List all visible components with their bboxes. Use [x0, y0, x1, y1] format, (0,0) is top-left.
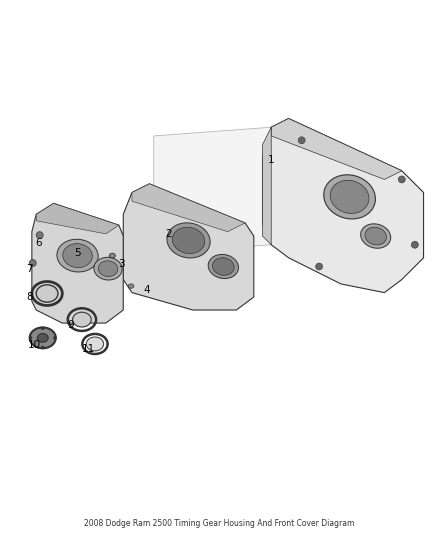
Ellipse shape: [360, 224, 391, 248]
Circle shape: [41, 327, 45, 330]
Circle shape: [29, 260, 36, 266]
Circle shape: [41, 346, 45, 349]
Circle shape: [29, 336, 32, 340]
Text: 5: 5: [74, 248, 81, 259]
Polygon shape: [262, 127, 271, 245]
Circle shape: [36, 232, 43, 239]
Ellipse shape: [365, 227, 386, 245]
Ellipse shape: [36, 285, 58, 302]
Text: 2: 2: [166, 229, 172, 239]
Polygon shape: [271, 118, 402, 180]
Ellipse shape: [86, 337, 104, 351]
Polygon shape: [132, 184, 245, 232]
Ellipse shape: [330, 180, 369, 213]
Ellipse shape: [167, 223, 210, 258]
Text: 4: 4: [144, 286, 151, 295]
Text: 3: 3: [118, 260, 124, 269]
Ellipse shape: [324, 175, 375, 219]
Circle shape: [53, 336, 57, 340]
Text: 6: 6: [35, 238, 42, 247]
Ellipse shape: [30, 327, 56, 349]
Text: 1: 1: [268, 155, 275, 165]
Ellipse shape: [98, 261, 118, 277]
Ellipse shape: [57, 239, 98, 272]
Text: 9: 9: [68, 320, 74, 330]
Ellipse shape: [212, 258, 234, 275]
Ellipse shape: [37, 334, 48, 342]
Ellipse shape: [63, 244, 92, 268]
Text: 7: 7: [26, 264, 33, 273]
Circle shape: [316, 263, 322, 270]
Ellipse shape: [73, 312, 91, 327]
Ellipse shape: [208, 254, 239, 279]
Ellipse shape: [128, 284, 134, 288]
Circle shape: [298, 137, 305, 144]
Ellipse shape: [94, 257, 122, 280]
Text: 2008 Dodge Ram 2500 Timing Gear Housing And Front Cover Diagram: 2008 Dodge Ram 2500 Timing Gear Housing …: [84, 519, 354, 528]
Ellipse shape: [172, 227, 205, 254]
Text: 8: 8: [26, 292, 33, 302]
Polygon shape: [123, 184, 254, 310]
Ellipse shape: [110, 253, 116, 258]
Text: 11: 11: [82, 344, 95, 354]
Polygon shape: [262, 118, 424, 293]
Circle shape: [398, 176, 405, 183]
Polygon shape: [36, 204, 119, 234]
Circle shape: [411, 241, 418, 248]
Polygon shape: [32, 204, 123, 323]
Text: 10: 10: [28, 340, 41, 350]
Polygon shape: [154, 127, 271, 254]
